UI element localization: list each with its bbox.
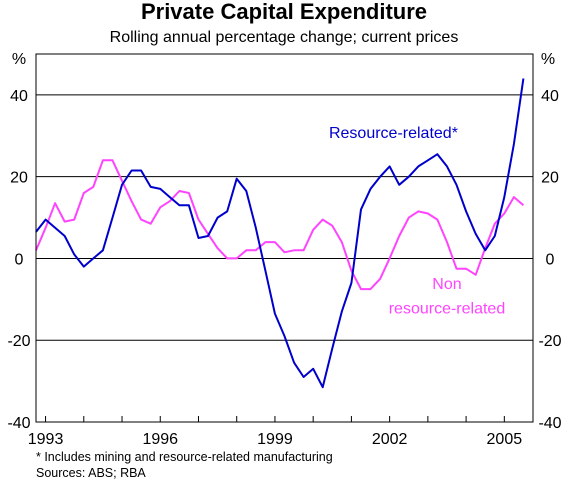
y-tick-label-left: -40: [7, 415, 30, 432]
x-ticks: 1993 1996 1999 2002 2005: [28, 416, 522, 448]
x-tick-label: 1993: [28, 431, 64, 448]
x-tick-label: 1999: [257, 431, 293, 448]
y-unit-left: %: [12, 51, 26, 68]
sources: Sources: ABS; RBA: [36, 466, 146, 480]
y-tick-label-left: 40: [10, 88, 28, 105]
chart-subtitle: Rolling annual percentage change; curren…: [110, 29, 459, 46]
series-line: [35, 159, 525, 291]
y-tick-label-right: -20: [538, 333, 561, 350]
y-tick-label-left: -20: [7, 333, 30, 350]
series-lines: [35, 78, 525, 389]
x-tick-label: 2005: [487, 431, 523, 448]
y-unit-right: %: [541, 51, 555, 68]
y-tick-label-right: 0: [546, 251, 555, 268]
y-tick-label-right: 40: [541, 88, 559, 105]
series-annotation: Resource-related*: [329, 125, 458, 142]
y-ticks: -40 -40 -20 -20 0 0 20 20 40 40: [7, 88, 561, 432]
gridlines: [36, 94, 533, 341]
y-tick-label-left: 0: [15, 251, 24, 268]
chart-title: Private Capital Expenditure: [141, 0, 427, 24]
x-tick-label: 2002: [372, 431, 408, 448]
footnote: * Includes mining and resource-related m…: [36, 450, 333, 464]
series-line: [35, 78, 525, 389]
series-annotation: resource-related: [389, 301, 506, 318]
y-tick-label-right: 20: [541, 170, 559, 187]
x-tick-label: 1996: [142, 431, 178, 448]
series-annotation: Non: [432, 276, 461, 293]
y-tick-label-left: 20: [10, 170, 28, 187]
chart-notes: * Includes mining and resource-related m…: [36, 449, 333, 481]
plot-frame: [35, 53, 534, 423]
y-tick-label-right: -40: [538, 415, 561, 432]
series-labels: Resource-related* Non resource-related: [329, 125, 505, 318]
